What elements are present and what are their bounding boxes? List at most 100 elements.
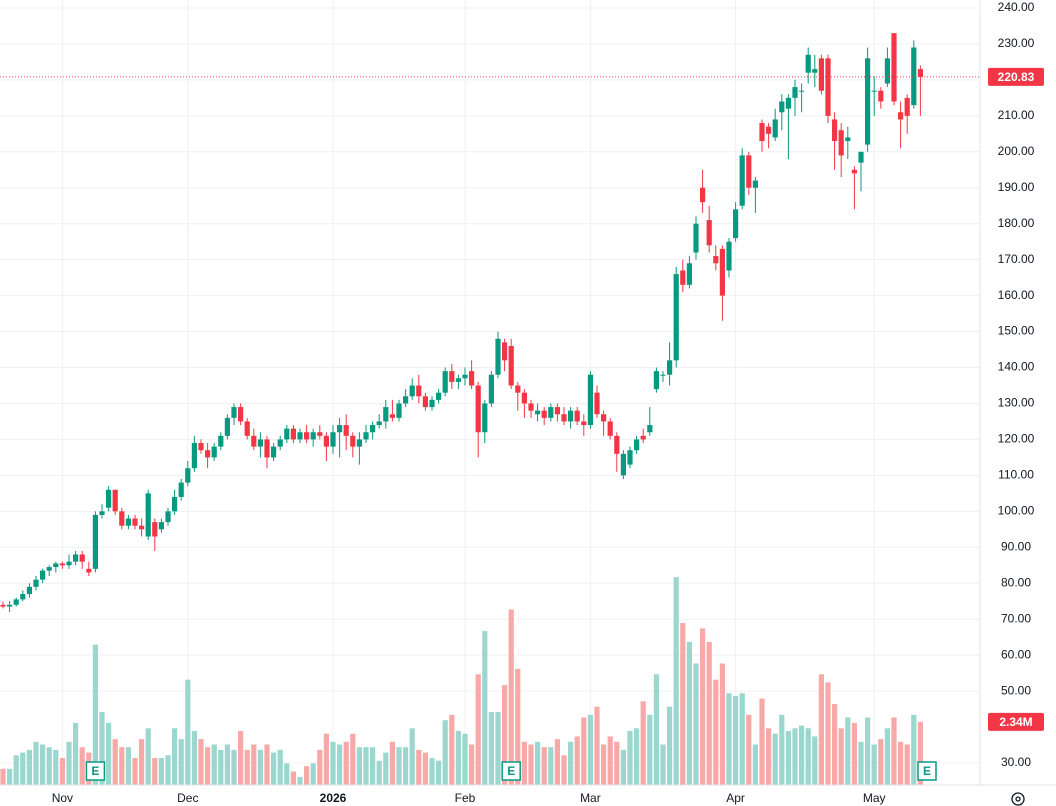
candle-body — [785, 97, 791, 109]
candle-body — [733, 209, 739, 239]
candle-body — [284, 428, 290, 440]
volume-bar — [152, 758, 158, 785]
volume-bar — [277, 749, 283, 785]
candle-body — [554, 407, 560, 415]
volume-bar — [7, 768, 13, 785]
volume-bar — [13, 755, 19, 785]
volume-bar — [20, 752, 26, 785]
candle-body — [832, 119, 838, 142]
volume-bar — [304, 766, 310, 785]
candle-body — [7, 604, 13, 607]
candle-body — [548, 407, 554, 418]
candle-body — [370, 425, 376, 433]
candle-body — [508, 345, 514, 386]
candle-body — [878, 90, 884, 102]
candle-body — [112, 489, 118, 512]
volume-bar — [667, 706, 673, 785]
volume-bar — [0, 768, 6, 785]
candle-body — [515, 385, 521, 393]
candle-body — [317, 432, 323, 436]
volume-bar — [706, 641, 712, 785]
candle-body — [614, 435, 620, 454]
candle-body — [211, 446, 217, 458]
volume-bar — [323, 733, 329, 785]
volume-bar — [832, 704, 838, 785]
x-tick-label: 2026 — [320, 791, 347, 805]
candle-body — [865, 58, 871, 145]
candle-body — [86, 568, 92, 573]
candle-body — [429, 399, 435, 408]
volume-bar — [376, 760, 382, 785]
candle-body — [40, 570, 46, 580]
y-tick-label: 160.00 — [998, 288, 1035, 302]
volume-bar — [132, 758, 138, 785]
volume-bar — [191, 731, 197, 785]
volume-bar — [92, 644, 98, 785]
volume-bar — [607, 736, 613, 785]
volume-bar — [125, 747, 131, 785]
candle-body — [323, 435, 329, 447]
candle-body — [660, 374, 666, 376]
candle-body — [330, 432, 336, 447]
volume-bar — [462, 733, 468, 785]
y-tick-label: 150.00 — [998, 324, 1035, 338]
candle-body — [482, 403, 488, 433]
candle-body — [33, 579, 39, 587]
volume-bar — [858, 741, 864, 785]
volume-bar — [343, 741, 349, 785]
candle-body — [719, 248, 725, 296]
volume-bar — [799, 725, 805, 785]
candle-body — [634, 439, 640, 451]
candle-body — [251, 435, 257, 447]
candle-body — [257, 439, 263, 447]
volume-bar — [812, 736, 818, 785]
candle-body — [845, 137, 851, 142]
candle-body — [647, 425, 653, 433]
candle-body — [106, 489, 112, 508]
y-tick-label: 240.00 — [998, 0, 1035, 14]
volume-bar — [40, 744, 46, 785]
volume-bar — [541, 747, 547, 785]
y-tick-label: 70.00 — [1001, 611, 1031, 625]
candle-body — [792, 87, 798, 98]
candle-body — [528, 403, 534, 411]
y-tick-label: 130.00 — [998, 396, 1035, 410]
volume-bar — [746, 714, 752, 785]
volume-bar — [205, 747, 211, 785]
volume-bar — [726, 693, 732, 785]
volume-bar — [310, 763, 316, 785]
price-pane — [0, 33, 923, 612]
volume-bar — [660, 744, 666, 785]
volume-bar — [337, 744, 343, 785]
volume-bar — [53, 749, 59, 785]
candle-body — [297, 432, 303, 440]
candle-body — [726, 241, 732, 271]
x-tick-label: Feb — [455, 791, 476, 805]
volume-bar — [673, 577, 679, 785]
candle-body — [462, 374, 468, 379]
candle-body — [653, 371, 659, 390]
candle-body — [383, 407, 389, 422]
candle-body — [53, 563, 59, 568]
candle-body — [172, 496, 178, 512]
volume-bar — [581, 717, 587, 785]
x-tick-label: Apr — [726, 791, 745, 805]
earnings-label: E — [507, 764, 515, 778]
candle-body — [594, 392, 600, 415]
settings-icon[interactable] — [1011, 792, 1025, 806]
candle-body — [396, 403, 402, 418]
volume-bar — [139, 739, 145, 785]
y-tick-label: 80.00 — [1001, 575, 1031, 589]
volume-bar — [284, 763, 290, 785]
volume-bar — [350, 733, 356, 785]
candle-body — [904, 97, 910, 116]
candle-body — [277, 439, 283, 447]
volume-bar — [389, 741, 395, 785]
volume-bar — [904, 744, 910, 785]
volume-bar — [845, 717, 851, 785]
candle-body — [607, 421, 613, 436]
volume-bar — [251, 744, 257, 785]
volume-bar — [218, 749, 224, 785]
volume-bar — [713, 679, 719, 785]
volume-bar — [422, 752, 428, 785]
